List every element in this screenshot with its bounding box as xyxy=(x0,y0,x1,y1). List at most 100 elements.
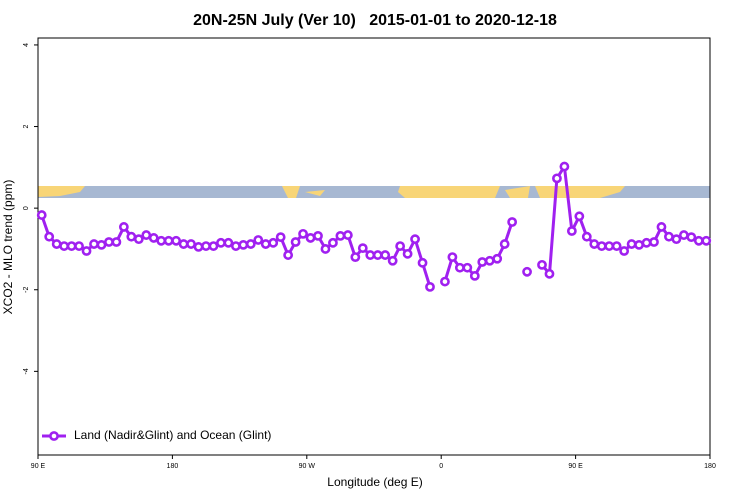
data-point xyxy=(81,246,92,256)
data-point xyxy=(447,252,458,263)
data-point xyxy=(118,222,129,232)
data-point xyxy=(44,231,55,242)
data-point xyxy=(641,237,652,248)
y-tick-label: -2 xyxy=(23,287,30,293)
data-point xyxy=(492,253,503,264)
data-point xyxy=(425,281,435,292)
data-point xyxy=(395,241,406,251)
data-point xyxy=(477,257,488,267)
data-point xyxy=(365,250,376,260)
data-point xyxy=(417,257,428,268)
data-point xyxy=(589,239,600,249)
data-point xyxy=(462,262,473,273)
data-point xyxy=(649,237,659,247)
data-point xyxy=(544,268,555,279)
x-tick-label: 0 xyxy=(439,463,443,470)
data-point xyxy=(357,243,368,254)
y-tick-label: -4 xyxy=(23,368,30,374)
data-point xyxy=(328,237,338,248)
data-point xyxy=(245,239,256,249)
data-point xyxy=(469,270,480,281)
data-point xyxy=(552,173,562,184)
data-point xyxy=(410,234,420,245)
data-point xyxy=(559,161,570,172)
data-point xyxy=(701,235,712,246)
data-point xyxy=(664,231,674,242)
y-tick-label: 0 xyxy=(23,206,30,210)
data-point xyxy=(171,235,182,246)
data-point xyxy=(596,241,607,251)
data-point xyxy=(133,234,144,245)
data-point xyxy=(186,239,196,249)
data-point xyxy=(574,211,585,222)
data-point xyxy=(626,239,637,249)
data-point xyxy=(51,239,62,249)
data-point xyxy=(223,237,234,248)
data-point xyxy=(283,250,294,260)
data-point xyxy=(89,239,99,249)
data-point xyxy=(216,237,226,248)
plot-frame xyxy=(37,37,711,456)
data-point xyxy=(201,241,211,251)
data-point xyxy=(350,252,361,263)
data-point xyxy=(305,233,316,243)
data-point xyxy=(335,230,346,241)
data-point xyxy=(238,239,249,250)
data-point xyxy=(507,217,518,227)
data-point xyxy=(342,230,353,240)
data-point xyxy=(522,266,532,277)
data-point xyxy=(156,235,167,246)
y-tick-label: 4 xyxy=(23,43,30,47)
data-point xyxy=(656,222,667,232)
x-tick-label: 180 xyxy=(704,463,716,470)
data-point xyxy=(387,255,398,266)
data-point xyxy=(313,230,323,241)
data-point xyxy=(537,259,547,270)
data-point xyxy=(268,237,279,248)
data-point xyxy=(634,239,644,250)
legend-label: Land (Nadir&Glint) and Ocean (Glint) xyxy=(74,428,271,442)
data-point xyxy=(178,239,189,249)
data-point xyxy=(230,241,241,251)
data-point xyxy=(380,250,391,260)
data-point xyxy=(454,262,465,273)
data-point xyxy=(440,276,450,287)
data-point xyxy=(484,255,495,266)
x-tick-label: 90 E xyxy=(31,463,46,470)
data-point xyxy=(148,233,159,243)
data-point xyxy=(126,231,137,242)
data-point xyxy=(193,242,204,252)
data-point xyxy=(253,235,264,245)
data-point xyxy=(59,241,70,251)
data-point xyxy=(74,241,84,251)
legend-marker xyxy=(49,431,59,441)
data-point xyxy=(275,232,286,243)
chart-title: 20N-25N July (Ver 10) 2015-01-01 to 2020… xyxy=(193,12,557,29)
map-strip xyxy=(38,186,710,198)
x-tick-label: 90 W xyxy=(299,463,316,470)
data-point xyxy=(66,241,77,251)
data-point xyxy=(693,235,704,246)
data-point xyxy=(320,244,331,254)
x-tick-label: 90 E xyxy=(568,463,583,470)
data-point xyxy=(141,230,152,240)
data-point xyxy=(36,210,47,220)
data-point xyxy=(96,239,107,250)
data-point xyxy=(298,228,308,239)
data-point xyxy=(581,231,592,242)
data-point xyxy=(678,230,689,240)
data-point xyxy=(260,239,271,249)
data-point xyxy=(566,226,577,236)
series-line xyxy=(40,162,707,288)
x-tick-label: 180 xyxy=(167,463,179,470)
data-point xyxy=(499,239,510,249)
data-point xyxy=(208,241,219,251)
data-point xyxy=(619,246,630,256)
data-point xyxy=(686,232,697,243)
data-point xyxy=(104,237,114,247)
data-point xyxy=(111,237,122,247)
data-point xyxy=(402,248,413,259)
x-axis-label: Longitude (deg E) xyxy=(327,475,422,489)
data-point xyxy=(372,250,383,260)
